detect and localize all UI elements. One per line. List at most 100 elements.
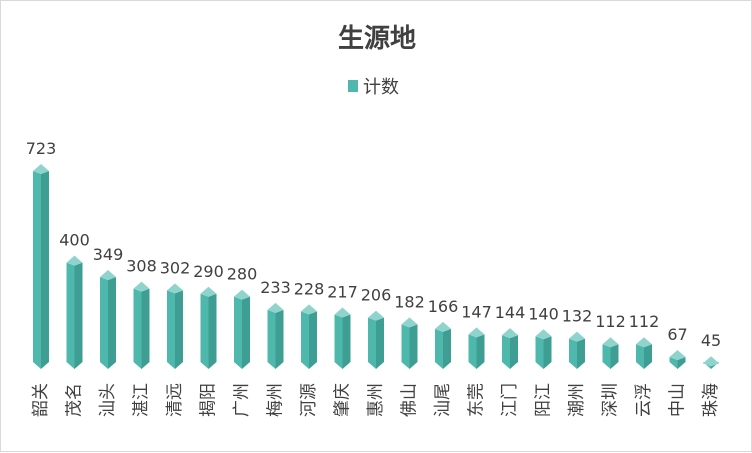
category-label: 茂名 xyxy=(65,383,85,417)
bar-face-left xyxy=(234,296,242,369)
bar-face-left xyxy=(602,344,611,369)
bar-face-right xyxy=(409,324,418,369)
category-label: 肇庆 xyxy=(333,383,353,417)
bar-top-cap xyxy=(636,337,652,348)
category-label: 佛山 xyxy=(400,383,420,417)
bar-top-cap xyxy=(334,307,351,318)
bar-face-right xyxy=(577,338,585,369)
data-label: 140 xyxy=(528,304,559,323)
bar-face-right xyxy=(275,309,284,369)
bar-face-left xyxy=(669,357,678,369)
data-label: 132 xyxy=(562,307,593,326)
bar-face-left xyxy=(334,314,343,369)
data-label: 67 xyxy=(667,325,687,344)
bar-face-right xyxy=(510,335,518,369)
category-label: 惠州 xyxy=(366,383,386,417)
bar-face-right xyxy=(677,357,686,369)
category-labels-group: 韶关 茂名 汕头 湛江 清远 揭阳 广州 梅州 河源 肇庆 惠州 佛山 汕尾 东莞 江门 阳江 潮州 深圳 云浮 中山… xyxy=(31,383,721,417)
data-label: 112 xyxy=(595,312,626,331)
bar xyxy=(234,289,250,369)
bar xyxy=(33,164,49,369)
data-label: 233 xyxy=(260,278,291,297)
data-label: 182 xyxy=(394,292,425,311)
bar xyxy=(66,255,83,369)
bar-face-left xyxy=(267,309,276,369)
bar xyxy=(703,356,719,369)
bar-face-right xyxy=(543,336,552,369)
bar xyxy=(535,329,552,369)
category-label: 韶关 xyxy=(31,383,51,417)
data-label: 302 xyxy=(160,258,191,277)
bar xyxy=(636,337,652,369)
bar xyxy=(200,286,217,369)
bar xyxy=(334,307,351,369)
data-label: 112 xyxy=(629,312,660,331)
bar-face-left xyxy=(33,171,41,369)
bar-top-cap xyxy=(602,337,619,348)
bar-top-cap xyxy=(133,281,150,292)
bar-face-right xyxy=(41,171,49,369)
bar-face-right xyxy=(141,288,150,369)
data-label: 166 xyxy=(428,297,459,316)
bar-face-right xyxy=(644,344,652,369)
category-label: 深圳 xyxy=(601,383,621,417)
bar xyxy=(502,328,518,369)
bar xyxy=(133,281,150,369)
legend-marker xyxy=(348,80,358,92)
bar-top-cap xyxy=(368,310,384,321)
category-label: 广州 xyxy=(232,383,252,417)
bar-top-cap xyxy=(267,302,284,313)
category-label: 河源 xyxy=(299,383,319,417)
data-label: 280 xyxy=(227,265,258,284)
bar xyxy=(602,337,619,369)
bar-face-left xyxy=(100,277,108,369)
bar xyxy=(368,310,384,369)
data-label: 228 xyxy=(294,279,325,298)
data-label: 308 xyxy=(126,257,157,276)
bar-face-right xyxy=(376,317,384,369)
bar-top-cap xyxy=(167,283,183,294)
bar xyxy=(167,283,183,369)
data-label: 290 xyxy=(193,262,224,281)
data-label: 400 xyxy=(59,231,90,250)
category-label: 东莞 xyxy=(467,383,487,417)
category-label: 汕头 xyxy=(98,383,118,417)
bar-top-cap xyxy=(301,304,317,315)
bar-face-left xyxy=(401,324,410,369)
data-label: 144 xyxy=(495,303,526,322)
bar-face-left xyxy=(435,328,443,369)
bar-face-left xyxy=(535,336,544,369)
category-label: 揭阳 xyxy=(199,383,219,417)
bar-face-left xyxy=(301,311,309,369)
bar-top-cap xyxy=(703,356,719,367)
bar xyxy=(468,327,485,369)
data-label: 217 xyxy=(327,282,358,301)
bar-top-cap xyxy=(401,317,418,328)
category-label: 阳江 xyxy=(534,383,554,417)
data-label: 723 xyxy=(26,139,57,158)
bar-face-left xyxy=(167,290,175,369)
bar-top-cap xyxy=(66,255,83,266)
bar-top-cap xyxy=(435,321,451,332)
bar xyxy=(569,331,585,369)
bar-top-cap xyxy=(234,289,250,300)
data-label: 45 xyxy=(701,331,721,350)
bar-top-cap xyxy=(100,270,116,281)
bar-top-cap xyxy=(502,328,518,339)
bar-face-left xyxy=(368,317,376,369)
category-label: 清远 xyxy=(165,383,185,417)
category-label: 潮州 xyxy=(567,383,587,417)
bar-face-right xyxy=(242,296,250,369)
bar-top-cap xyxy=(535,329,552,340)
legend: 计数 xyxy=(348,77,399,98)
bar-face-right xyxy=(108,277,116,369)
data-label: 206 xyxy=(361,286,392,305)
bar xyxy=(100,270,116,369)
bar xyxy=(435,321,451,369)
chart-title: 生源地 xyxy=(338,24,416,54)
category-label: 湛江 xyxy=(132,383,152,417)
bar-face-right xyxy=(443,328,451,369)
category-label: 汕尾 xyxy=(433,383,453,417)
